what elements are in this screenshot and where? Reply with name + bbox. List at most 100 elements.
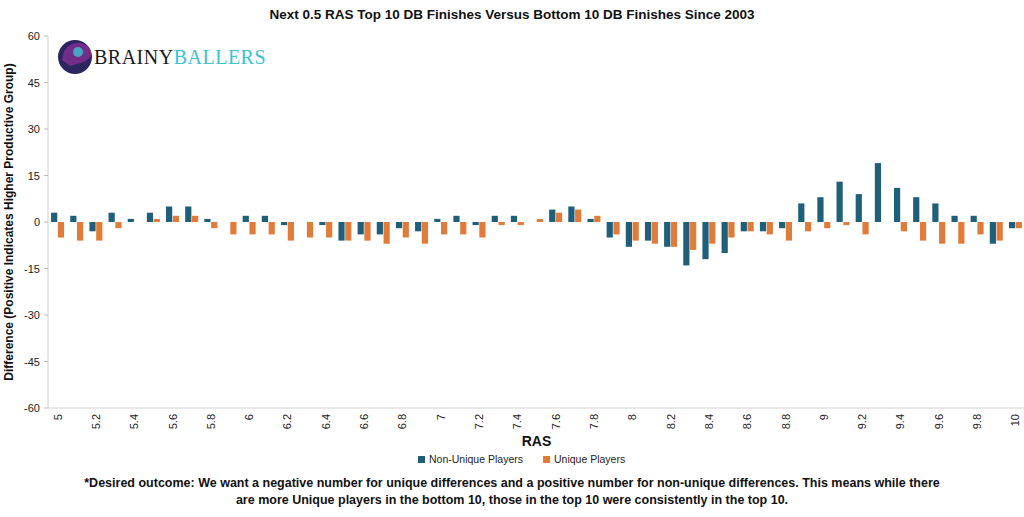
bar [51, 213, 57, 222]
bar [798, 203, 804, 222]
bar [683, 222, 689, 265]
x-tick-label: 8.8 [780, 414, 792, 429]
logo-word: BALLERS [174, 46, 266, 68]
bar [473, 222, 479, 225]
bar [537, 219, 543, 222]
bar [262, 216, 268, 222]
bar [990, 222, 996, 244]
bar [479, 222, 485, 238]
bar [587, 219, 593, 222]
x-tick-label: 9.6 [933, 414, 945, 429]
bar [166, 207, 172, 223]
bar [460, 222, 466, 234]
bar [779, 222, 785, 228]
bar [434, 219, 440, 222]
bar [664, 222, 670, 247]
bar [939, 222, 945, 244]
bar [243, 216, 249, 222]
bar [690, 222, 696, 250]
y-tick-label: 15 [28, 170, 40, 182]
x-tick-label: 6.4 [320, 414, 332, 429]
bar [901, 222, 907, 231]
bar [518, 222, 524, 225]
x-tick-label: 9.2 [856, 414, 868, 429]
bar [70, 216, 76, 222]
bar [319, 222, 325, 225]
y-tick-label: 30 [28, 123, 40, 135]
bar [492, 216, 498, 222]
logo-text: BRAINYBALLERS [94, 46, 266, 68]
bar [403, 222, 409, 238]
bar [786, 222, 792, 241]
bar [300, 222, 306, 223]
y-tick [44, 129, 48, 130]
bar [997, 222, 1003, 241]
bar [843, 222, 849, 225]
bar [971, 216, 977, 222]
bar [652, 222, 658, 244]
bar [722, 222, 728, 253]
x-tick-label: 9.8 [971, 414, 983, 429]
bar [396, 222, 402, 228]
bar [441, 222, 447, 234]
x-axis-line [48, 408, 1024, 409]
bar [594, 216, 600, 222]
bar [875, 163, 881, 222]
bar [422, 222, 428, 244]
logo: BRAINYBALLERS [58, 40, 266, 74]
y-tick-label: 0 [34, 216, 40, 228]
bar [58, 222, 64, 238]
y-tick-label: -45 [24, 356, 40, 368]
bar [415, 222, 421, 231]
bar [364, 222, 370, 241]
legend-label: Non-Unique Players [429, 453, 523, 465]
y-tick [44, 315, 48, 316]
y-tick [44, 222, 48, 223]
bar [549, 210, 555, 222]
bar [575, 210, 581, 222]
x-tick-label: 10 [1009, 414, 1021, 426]
bar [932, 203, 938, 222]
logo-icon [58, 40, 92, 74]
bar [154, 219, 160, 222]
bars [51, 163, 1022, 265]
bar [530, 222, 536, 223]
legend-swatch [543, 456, 550, 463]
bar [709, 222, 715, 244]
x-tick-label: 7.4 [511, 414, 523, 429]
bar [741, 222, 747, 231]
bar [645, 222, 651, 241]
bar [760, 222, 766, 231]
bar [269, 222, 275, 234]
legend: Non-Unique PlayersUnique Players [418, 453, 625, 465]
bar [223, 222, 229, 223]
bar [326, 222, 332, 238]
x-tick-label: 6 [243, 414, 255, 420]
x-tick-label: 5.8 [205, 414, 217, 429]
bar [345, 222, 351, 241]
x-tick-label: 9 [818, 414, 830, 420]
y-tick [44, 82, 48, 83]
bar [384, 222, 390, 244]
bar [862, 222, 868, 234]
title: Next 0.5 RAS Top 10 DB Finishes Versus B… [269, 7, 755, 22]
bar [767, 222, 773, 234]
bar [192, 216, 198, 222]
bar [882, 222, 888, 223]
bar [307, 222, 313, 238]
bar [96, 222, 102, 241]
bar [204, 219, 210, 222]
x-tick-label: 6.6 [358, 414, 370, 429]
logo-word: BRAINY [94, 46, 174, 68]
x-tick-label: 5.4 [128, 414, 140, 429]
x-axis-title: RAS [522, 433, 552, 449]
bar [211, 222, 217, 228]
x-tick-label: 7.2 [473, 414, 485, 429]
bar [453, 216, 459, 222]
bar [128, 219, 134, 222]
bar [613, 222, 619, 234]
bar [281, 222, 287, 225]
bar [1009, 222, 1015, 228]
bar [607, 222, 613, 238]
y-tick-label: -30 [24, 309, 40, 321]
